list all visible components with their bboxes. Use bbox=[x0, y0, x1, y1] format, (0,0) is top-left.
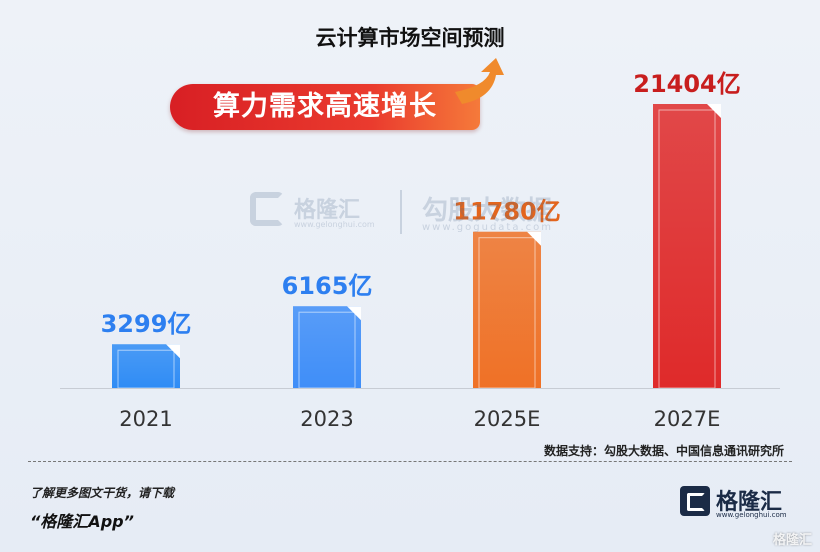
bar-corner-fold bbox=[527, 231, 541, 246]
data-label-2027E: 21404亿 bbox=[633, 70, 741, 98]
bar-corner-fold bbox=[707, 104, 721, 118]
data-label-2021: 3299亿 bbox=[101, 310, 192, 338]
bar-corner-fold bbox=[347, 306, 361, 321]
bar-2021 bbox=[112, 344, 180, 388]
x-tick-label-2021: 2021 bbox=[119, 407, 172, 431]
corner-watermark: 格隆汇 bbox=[772, 533, 812, 548]
subtitle-text: 算力需求高速增长 bbox=[213, 91, 437, 122]
data-label-2025E: 11780亿 bbox=[453, 198, 561, 226]
data-label-2023: 6165亿 bbox=[282, 272, 373, 300]
chart-title: 云计算市场空间预测 bbox=[315, 26, 505, 50]
data-source: 数据支持：勾股大数据、中国信息通讯研究所 bbox=[543, 444, 784, 458]
footer-divider bbox=[28, 461, 792, 462]
x-tick-label-2023: 2023 bbox=[300, 407, 353, 431]
brand-logo-text: 格隆汇 bbox=[716, 490, 783, 515]
x-tick-label-2027E: 2027E bbox=[654, 407, 721, 431]
promo-line: 了解更多图文干货，请下载 bbox=[30, 486, 175, 500]
bar-2027E bbox=[653, 104, 721, 388]
brand-logo: 格隆汇 www.gelonghui.com bbox=[680, 484, 790, 524]
brand-logo-url: www.gelonghui.com bbox=[716, 511, 787, 519]
bar-2023 bbox=[293, 306, 361, 388]
bar-corner-fold bbox=[166, 344, 180, 359]
bar-2025E bbox=[473, 231, 541, 388]
promo-app-line: “格隆汇App” bbox=[30, 512, 134, 531]
brand-logo-icon bbox=[680, 486, 710, 516]
x-tick-label-2025E: 2025E bbox=[474, 407, 541, 431]
subtitle-banner: 算力需求高速增长 bbox=[170, 84, 480, 130]
